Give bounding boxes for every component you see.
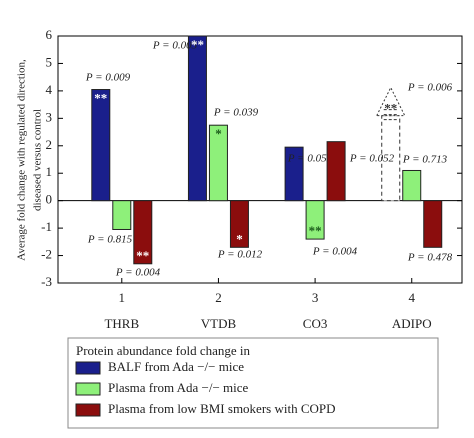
bar <box>305 200 325 240</box>
legend-label: Plasma from low BMI smokers with COPD <box>108 401 336 416</box>
y-axis-label: diseased versus control <box>32 109 44 211</box>
p-value-label: P = 0.003 <box>152 40 198 52</box>
bar <box>402 169 422 202</box>
p-value-label: P = 0.012 <box>217 249 263 261</box>
legend-label: Plasma from Ada −/− mice <box>108 380 249 395</box>
x-tick-label: 4 <box>408 290 415 305</box>
bar <box>187 35 207 202</box>
x-tick-label: 3 <box>312 290 319 305</box>
y-tick-label: 1 <box>46 164 53 179</box>
legend-swatch <box>75 403 101 417</box>
p-value-label: P = 0.004 <box>115 267 161 279</box>
bar <box>208 124 228 202</box>
y-tick-label: 6 <box>46 27 53 42</box>
y-tick-label: -2 <box>41 247 52 262</box>
p-value-label: P = 0.006 <box>407 82 453 94</box>
y-tick-label: 2 <box>46 137 53 152</box>
dashed-arrow <box>375 86 406 117</box>
bar <box>284 146 304 202</box>
y-tick-label: 4 <box>46 82 53 97</box>
plot-frame <box>57 35 463 284</box>
legend-label: BALF from Ada −/− mice <box>108 359 244 374</box>
significance-stars: ** <box>136 248 149 263</box>
y-tick-label: 0 <box>46 192 53 207</box>
category-label: CO3 <box>303 316 328 331</box>
legend-box <box>67 337 439 429</box>
significance-stars: ** <box>384 101 397 116</box>
p-value-label: P = 0.478 <box>407 252 453 264</box>
significance-stars: ** <box>94 91 107 106</box>
legend-swatch <box>75 361 101 375</box>
y-tick-label: -1 <box>41 219 52 234</box>
p-value-label: P = 0.004 <box>312 246 358 258</box>
category-label: THRB <box>104 316 139 331</box>
significance-stars: ** <box>191 37 204 52</box>
bar <box>229 200 249 248</box>
p-value-label: P = 0.039 <box>213 107 259 119</box>
x-tick-label: 2 <box>215 290 222 305</box>
significance-stars: * <box>236 231 243 246</box>
category-label: ADIPO <box>392 316 432 331</box>
legend-swatch <box>75 382 101 396</box>
bar <box>423 200 443 248</box>
p-value-label: P = 0.009 <box>85 72 131 84</box>
y-tick-label: -3 <box>41 274 52 289</box>
p-value-label: P = 0.713 <box>402 154 448 166</box>
legend-title: Protein abundance fold change in <box>76 343 250 358</box>
bar <box>326 141 346 202</box>
p-value-label: P = 0.052 <box>287 153 333 165</box>
significance-stars: * <box>215 126 222 141</box>
bar <box>112 200 132 230</box>
bar <box>91 89 111 202</box>
p-value-label: P = 0.815 <box>87 234 133 246</box>
p-value-label: P = 0.052 <box>349 153 395 165</box>
y-axis-label: Average fold change with regulated direc… <box>16 59 28 261</box>
bar <box>133 200 153 265</box>
significance-stars: ** <box>309 223 322 238</box>
x-tick-label: 1 <box>119 290 126 305</box>
y-tick-label: 5 <box>46 54 53 69</box>
y-tick-label: 3 <box>46 109 53 124</box>
category-label: VTDB <box>201 316 237 331</box>
